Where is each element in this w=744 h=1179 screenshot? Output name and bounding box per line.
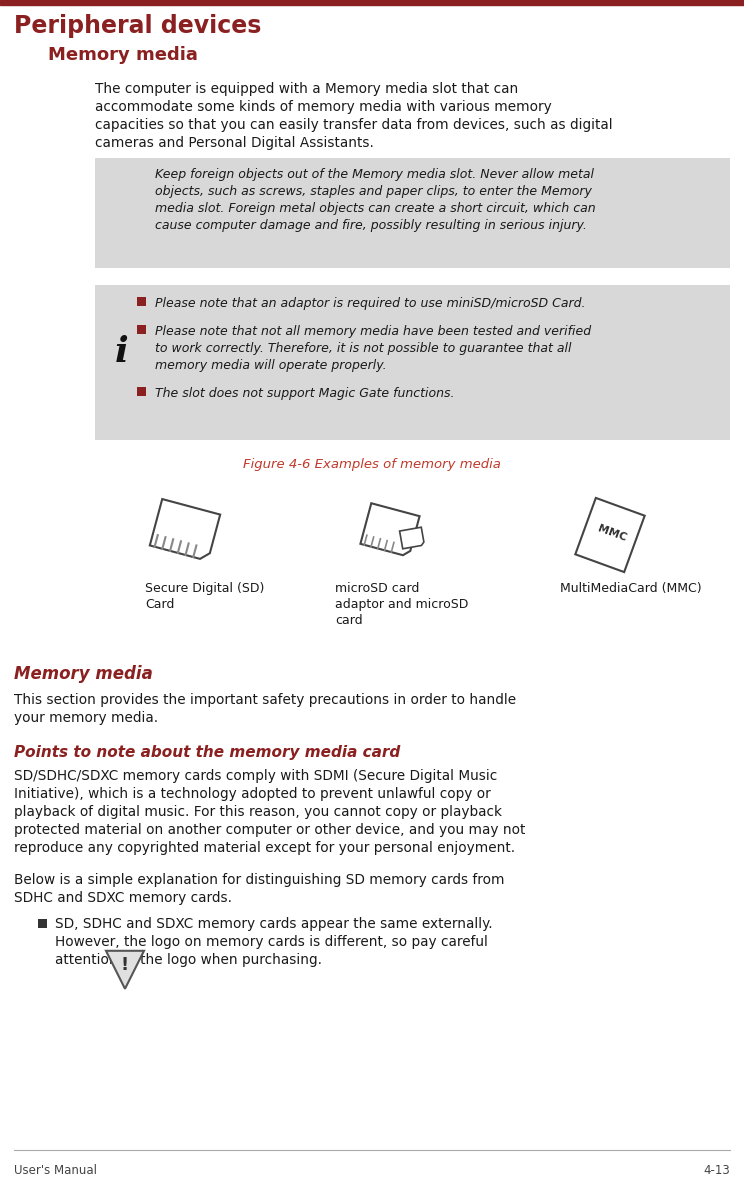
Text: i: i <box>115 335 129 369</box>
Polygon shape <box>150 499 220 559</box>
Bar <box>137 387 146 396</box>
Bar <box>95 285 730 440</box>
Text: User's Manual: User's Manual <box>14 1164 97 1177</box>
Text: reproduce any copyrighted material except for your personal enjoyment.: reproduce any copyrighted material excep… <box>14 841 515 855</box>
Text: capacities so that you can easily transfer data from devices, such as digital: capacities so that you can easily transf… <box>95 118 612 132</box>
Text: Card: Card <box>145 598 174 611</box>
Bar <box>0 0 744 5</box>
Text: cameras and Personal Digital Assistants.: cameras and Personal Digital Assistants. <box>95 136 374 150</box>
Text: cause computer damage and fire, possibly resulting in serious injury.: cause computer damage and fire, possibly… <box>155 219 587 232</box>
Text: SD, SDHC and SDXC memory cards appear the same externally.: SD, SDHC and SDXC memory cards appear th… <box>55 917 493 931</box>
Text: !: ! <box>121 956 129 974</box>
Text: Please note that an adaptor is required to use miniSD/microSD Card.: Please note that an adaptor is required … <box>155 297 586 310</box>
Bar <box>137 325 146 334</box>
Text: However, the logo on memory cards is different, so pay careful: However, the logo on memory cards is dif… <box>55 935 488 949</box>
Text: objects, such as screws, staples and paper clips, to enter the Memory: objects, such as screws, staples and pap… <box>155 185 592 198</box>
Text: Secure Digital (SD): Secure Digital (SD) <box>145 582 264 595</box>
Text: This section provides the important safety precautions in order to handle: This section provides the important safe… <box>14 693 516 707</box>
Text: The computer is equipped with a Memory media slot that can: The computer is equipped with a Memory m… <box>95 83 519 95</box>
Text: SDHC and SDXC memory cards.: SDHC and SDXC memory cards. <box>14 891 232 905</box>
Text: The slot does not support Magic Gate functions.: The slot does not support Magic Gate fun… <box>155 387 455 400</box>
Text: Initiative), which is a technology adopted to prevent unlawful copy or: Initiative), which is a technology adopt… <box>14 788 491 801</box>
Text: Memory media: Memory media <box>14 665 153 683</box>
Text: Figure 4-6 Examples of memory media: Figure 4-6 Examples of memory media <box>243 457 501 470</box>
Text: attention to the logo when purchasing.: attention to the logo when purchasing. <box>55 953 322 967</box>
Text: media slot. Foreign metal objects can create a short circuit, which can: media slot. Foreign metal objects can cr… <box>155 202 596 215</box>
Bar <box>95 158 730 268</box>
Bar <box>38 918 47 928</box>
Text: Memory media: Memory media <box>48 46 198 64</box>
Text: 4-13: 4-13 <box>703 1164 730 1177</box>
Text: microSD card: microSD card <box>335 582 420 595</box>
Text: MultiMediaCard (MMC): MultiMediaCard (MMC) <box>560 582 702 595</box>
Text: Points to note about the memory media card: Points to note about the memory media ca… <box>14 745 400 760</box>
Text: Please note that not all memory media have been tested and verified: Please note that not all memory media ha… <box>155 325 591 338</box>
Polygon shape <box>400 527 424 548</box>
Text: accommodate some kinds of memory media with various memory: accommodate some kinds of memory media w… <box>95 100 552 114</box>
Polygon shape <box>360 503 420 555</box>
Text: MMC: MMC <box>596 523 628 542</box>
Text: your memory media.: your memory media. <box>14 711 158 725</box>
Text: adaptor and microSD: adaptor and microSD <box>335 598 469 611</box>
Text: playback of digital music. For this reason, you cannot copy or playback: playback of digital music. For this reas… <box>14 805 502 819</box>
Bar <box>137 297 146 307</box>
Text: Keep foreign objects out of the Memory media slot. Never allow metal: Keep foreign objects out of the Memory m… <box>155 167 594 182</box>
Text: Peripheral devices: Peripheral devices <box>14 14 261 38</box>
Polygon shape <box>575 498 645 572</box>
Polygon shape <box>106 950 144 989</box>
Text: memory media will operate properly.: memory media will operate properly. <box>155 358 387 373</box>
Text: card: card <box>335 614 362 627</box>
Text: to work correctly. Therefore, it is not possible to guarantee that all: to work correctly. Therefore, it is not … <box>155 342 571 355</box>
Text: Below is a simple explanation for distinguishing SD memory cards from: Below is a simple explanation for distin… <box>14 872 504 887</box>
Text: protected material on another computer or other device, and you may not: protected material on another computer o… <box>14 823 525 837</box>
Text: SD/SDHC/SDXC memory cards comply with SDMI (Secure Digital Music: SD/SDHC/SDXC memory cards comply with SD… <box>14 769 497 783</box>
